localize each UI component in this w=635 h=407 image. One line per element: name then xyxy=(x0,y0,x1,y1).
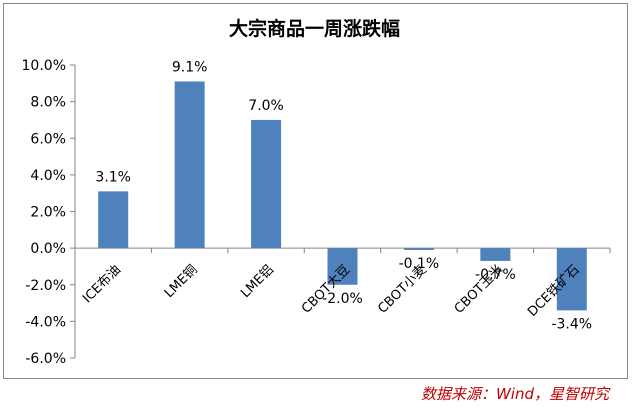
x-category-label: LME铜 xyxy=(162,262,201,301)
data-label: 3.1% xyxy=(95,169,131,185)
bar xyxy=(403,248,434,250)
bar-chart: 10.0% 8.0% 6.0% 4.0% 2.0% 0.0% -2.0% -4.0% -6.0%… xyxy=(22,58,611,367)
data-label: -3.4% xyxy=(551,316,592,332)
bar xyxy=(480,248,511,261)
bar xyxy=(327,248,358,285)
data-label: 7.0% xyxy=(248,98,284,114)
bar xyxy=(251,119,282,249)
x-category-label: LME铝 xyxy=(238,262,277,301)
y-tick-label: 0.0% xyxy=(30,241,66,257)
bar xyxy=(98,191,129,249)
y-tick-label: 6.0% xyxy=(30,131,66,147)
y-tick-label: -6.0% xyxy=(25,351,66,367)
chart-title: 大宗商品一周涨跌幅 xyxy=(228,18,400,40)
y-tick-label: 2.0% xyxy=(30,205,66,221)
chart-frame xyxy=(3,3,628,379)
data-label: -0.7% xyxy=(475,267,516,283)
y-tick-label: -4.0% xyxy=(25,314,66,330)
data-label: -2.0% xyxy=(322,291,363,307)
bar xyxy=(556,248,587,311)
x-category-label: ICE布油 xyxy=(80,262,124,306)
bar xyxy=(174,81,205,249)
data-label: 9.1% xyxy=(172,59,208,75)
y-tick-label: 8.0% xyxy=(30,95,66,111)
source-note: 数据来源：Wind，星智研究 xyxy=(420,385,609,403)
y-tick-label: 4.0% xyxy=(30,168,66,184)
y-tick-label: -2.0% xyxy=(25,278,66,294)
y-tick-label: 10.0% xyxy=(22,58,66,74)
x-category-label: CBOT大豆 xyxy=(299,262,353,316)
data-label: -0.1% xyxy=(399,256,440,272)
